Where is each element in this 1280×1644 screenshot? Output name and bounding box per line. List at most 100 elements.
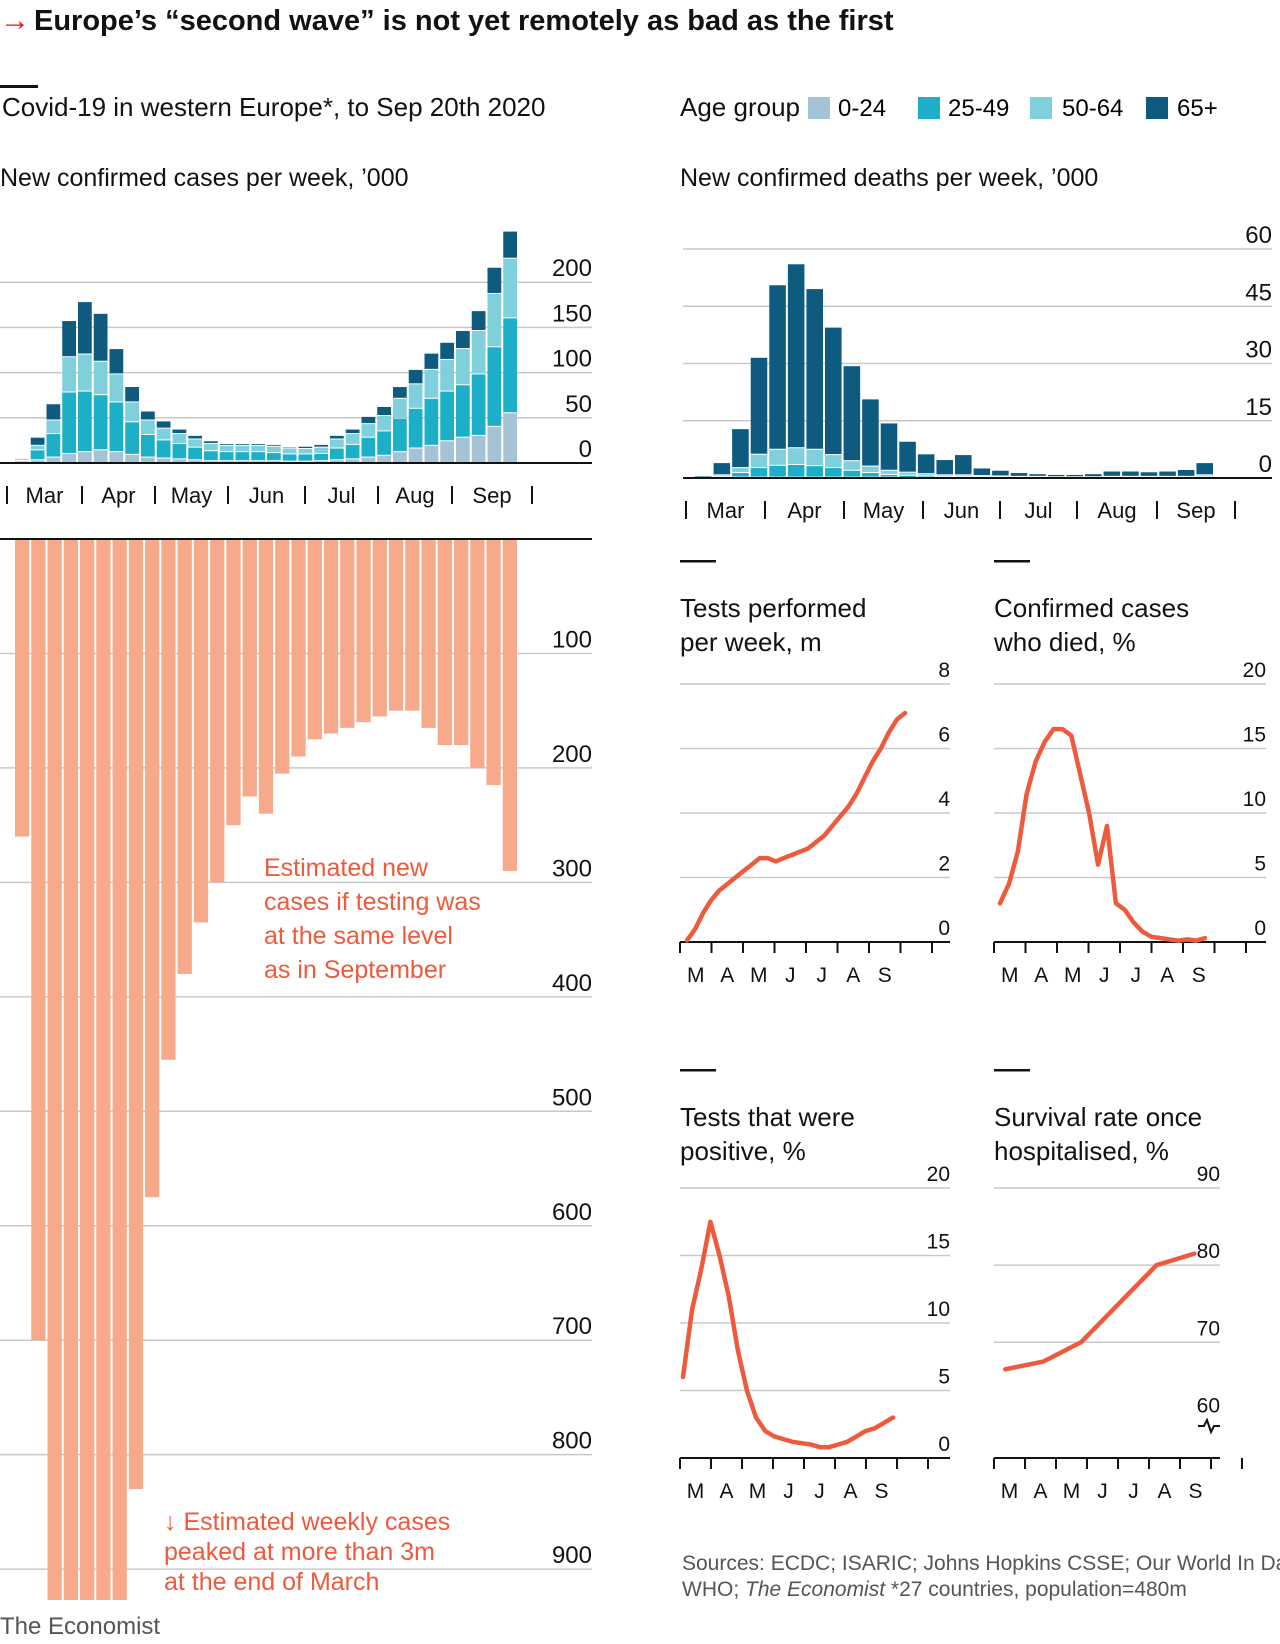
- x-tick-label: A: [846, 964, 860, 987]
- bar-segment-65+: [125, 387, 139, 402]
- estimate-bar: [226, 539, 241, 826]
- bar-segment-65+: [1140, 472, 1158, 476]
- data-line: [680, 1219, 896, 1450]
- bar-segment-65+: [899, 441, 916, 472]
- bar-segment-65+: [204, 441, 218, 444]
- page-subtitle: Covid-19 in western Europe*, to Sep 20th…: [2, 92, 545, 122]
- bar-segment-0-24: [46, 457, 61, 462]
- bar-segment-25-49: [78, 391, 92, 452]
- deaths-chart-title: New confirmed deaths per week, ’000: [680, 164, 1098, 192]
- y-tick-label: 0: [938, 917, 950, 940]
- bar-segment-65+: [713, 463, 731, 475]
- estimate-bar: [275, 539, 290, 774]
- bar-segment-50-64: [880, 470, 898, 474]
- x-tick-label: Jul: [327, 483, 355, 508]
- legend-swatch-25-49: [918, 97, 940, 119]
- bar-segment-25-49: [456, 385, 470, 437]
- bar-segment-50-64: [30, 445, 45, 450]
- bar-segment-65+: [843, 366, 861, 461]
- x-tick-label: J: [785, 964, 796, 987]
- bar-segment-50-64: [955, 475, 972, 476]
- y-tick-label: 15: [1243, 724, 1266, 747]
- x-tick-label: S: [1188, 1480, 1202, 1503]
- estimate-bar: [242, 539, 257, 797]
- x-tick-label: Apr: [101, 483, 135, 508]
- bar-segment-65+: [267, 444, 281, 446]
- x-tick-label: M: [750, 964, 768, 987]
- bar-segment-65+: [992, 470, 1009, 476]
- bar-segment-0-24: [156, 458, 171, 462]
- bar-segment-25-49: [141, 434, 155, 457]
- bar-segment-50-64: [377, 415, 391, 431]
- bar-segment-50-64: [503, 258, 517, 318]
- bar-segment-0-24: [93, 450, 108, 462]
- bar-segment-65+: [503, 231, 517, 258]
- subtitle-rule: [0, 85, 38, 88]
- bar-segment-25-49: [62, 392, 76, 453]
- estimate-bar: [356, 539, 371, 723]
- bar-segment-0-24: [424, 445, 439, 462]
- y-tick-label: 200: [552, 741, 592, 768]
- bar-segment-65+: [62, 321, 76, 357]
- small-chart-title: per week, m: [680, 627, 822, 657]
- estimate-bar: [177, 539, 192, 974]
- x-tick-label: A: [1033, 1480, 1047, 1503]
- y-tick-label: 80: [1197, 1240, 1220, 1263]
- bar-segment-65+: [769, 285, 786, 449]
- bar-segment-25-49: [769, 465, 786, 477]
- bar-segment-25-49: [862, 473, 879, 477]
- bar-segment-50-64: [769, 449, 786, 465]
- bar-segment-65+: [109, 349, 124, 374]
- page-title: Europe’s “second wave” is not yet remote…: [34, 5, 894, 37]
- bar-segment-50-64: [713, 475, 731, 476]
- bar-segment-50-64: [843, 461, 861, 470]
- y-tick-label: 90: [1197, 1163, 1220, 1186]
- brand-logo: The Economist: [0, 1613, 160, 1640]
- data-line: [684, 710, 908, 943]
- bar-segment-50-64: [825, 455, 842, 468]
- x-tick-label: M: [1064, 964, 1082, 987]
- bar-segment-50-64: [732, 468, 749, 473]
- bar-segment-0-24: [408, 448, 423, 462]
- bar-segment-25-49: [917, 476, 935, 477]
- legend-label-25-49: 25-49: [948, 95, 1009, 122]
- bar-segment-50-64: [46, 420, 61, 434]
- cases-chart: 0 50 100 150 200 Mar Apr May Jun Jul Aug Sep: [0, 231, 592, 508]
- bar-segment-50-64: [806, 449, 823, 466]
- bar-segment-25-49: [361, 437, 376, 457]
- bar-segment-65+: [172, 429, 187, 434]
- estimate-bar: [453, 539, 469, 746]
- bar-segment-0-24: [345, 459, 360, 462]
- bar-segment-50-64: [345, 434, 360, 444]
- bar-segment-65+: [806, 289, 823, 449]
- x-tick-label: A: [1160, 964, 1174, 987]
- estimate-bar: [210, 539, 225, 883]
- title-rule: [680, 1069, 716, 1072]
- x-tick-label: J: [1128, 1480, 1139, 1503]
- bar-segment-50-64: [282, 448, 297, 454]
- legend-swatch-65-plus: [1146, 97, 1168, 119]
- bar-segment-25-49: [314, 453, 328, 461]
- small-chart-title: Tests performed: [680, 593, 866, 623]
- peak-note-line-3: at the end of March: [164, 1568, 379, 1596]
- bar-segment-50-64: [917, 474, 935, 476]
- bar-segment-25-49: [156, 440, 171, 458]
- bar-segment-50-64: [109, 374, 124, 402]
- x-tick-label: M: [749, 1480, 767, 1503]
- bar-segment-0-24: [503, 413, 517, 462]
- estimate-bar: [145, 539, 160, 1198]
- y-tick-label: 0: [1254, 917, 1266, 940]
- bar-segment-65+: [1177, 469, 1195, 476]
- footer: Sources: ECDC; ISARIC; Johns Hopkins CSS…: [682, 1552, 1280, 1601]
- x-tick-label: M: [687, 1480, 705, 1503]
- bar-segment-50-64: [487, 293, 502, 347]
- bar-segment-65+: [377, 406, 391, 415]
- y-tick-label: 50: [565, 391, 592, 418]
- y-tick-label: 200: [552, 255, 592, 282]
- y-tick-label: 5: [1254, 853, 1266, 876]
- bar-segment-50-64: [361, 424, 376, 437]
- bar-segment-25-49: [30, 450, 45, 460]
